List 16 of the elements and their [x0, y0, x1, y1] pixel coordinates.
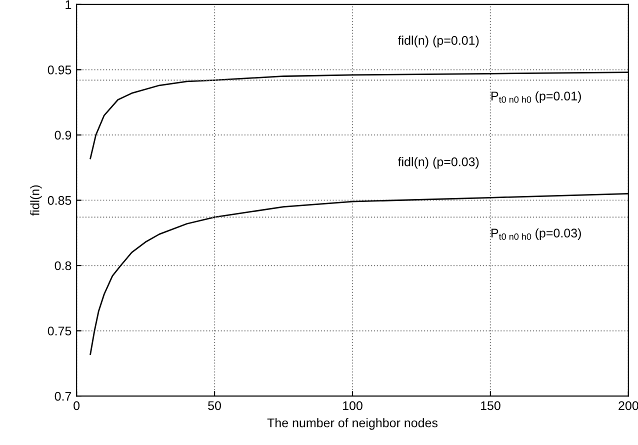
x-tick-label: 0: [74, 401, 80, 410]
y-tick-label: 0.85: [48, 196, 72, 205]
x-tick-label: 50: [208, 401, 221, 410]
text: fidl(n) (p=0.01): [398, 36, 479, 48]
y-tick-label: 0.9: [54, 130, 72, 140]
y-tick-label: 0.95: [48, 66, 72, 74]
y-tick-label: 0.7: [54, 392, 72, 401]
x-tick-label: 100: [343, 401, 362, 410]
x-tick-label: 200: [618, 401, 638, 410]
y-tick-label: 0.8: [54, 261, 72, 270]
y-tick-label: 0.75: [48, 326, 72, 336]
x-tick-label: 150: [480, 401, 500, 410]
text: fidl(n) (p=0.03): [398, 157, 479, 169]
y-tick-label: 1: [66, 0, 72, 9]
x-axis-title: The number of neighbor nodes: [267, 418, 438, 430]
y-axis-title: fidl(n): [30, 185, 42, 216]
